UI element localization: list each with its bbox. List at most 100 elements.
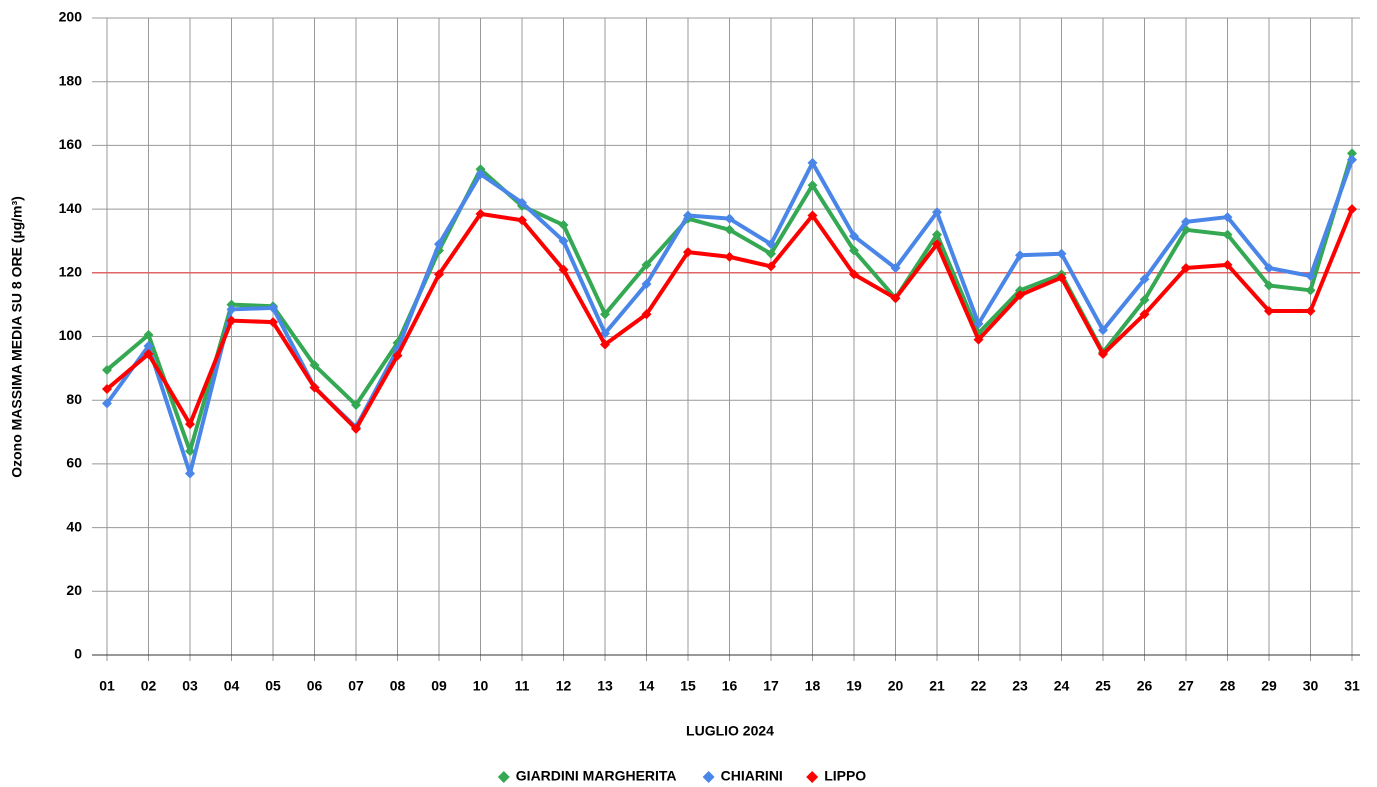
data-point [1181, 216, 1191, 227]
data-point [392, 350, 403, 361]
x-tick-label: 17 [763, 678, 779, 694]
x-tick-label: 26 [1137, 678, 1153, 694]
data-point [102, 384, 112, 395]
data-point [558, 264, 569, 275]
data-point [807, 180, 818, 191]
data-point [351, 399, 361, 410]
x-tick-label: 07 [348, 678, 364, 694]
data-point [1015, 250, 1025, 261]
x-tick-label: 31 [1344, 678, 1360, 694]
data-point [807, 210, 818, 221]
x-tick-label: 16 [722, 678, 738, 694]
data-point [102, 364, 112, 375]
data-point [558, 220, 569, 231]
data-point [475, 169, 486, 180]
data-point [226, 315, 237, 326]
data-point [1222, 229, 1233, 240]
x-tick-label: 24 [1054, 678, 1070, 694]
data-point [973, 334, 984, 345]
data-point [1222, 212, 1233, 223]
x-tick-label: 02 [141, 678, 157, 694]
data-point [641, 259, 652, 270]
x-tick-label: 04 [224, 678, 240, 694]
data-point [185, 419, 195, 430]
data-point [1305, 285, 1316, 296]
x-tick-label: 22 [971, 678, 987, 694]
data-point [143, 341, 154, 352]
data-point [1056, 272, 1067, 283]
data-point [558, 235, 569, 246]
data-point [309, 360, 320, 371]
legend-label: LIPPO [824, 768, 866, 784]
data-point [766, 239, 776, 250]
data-point [683, 247, 693, 258]
x-tick-label: 15 [680, 678, 696, 694]
data-point [724, 224, 735, 235]
y-tick-label: 180 [59, 72, 83, 88]
x-tick-label: 21 [929, 678, 945, 694]
y-tick-label: 20 [66, 582, 82, 598]
data-point [434, 239, 444, 250]
legend-label: CHIARINI [721, 768, 783, 784]
y-tick-label: 200 [59, 9, 83, 25]
data-point [932, 239, 942, 250]
data-point [600, 339, 610, 350]
data-point [683, 210, 693, 221]
y-tick-label: 0 [74, 646, 82, 662]
x-tick-label: 12 [556, 678, 572, 694]
data-point [849, 269, 859, 280]
data-point [724, 251, 735, 262]
x-tick-label: 20 [888, 678, 904, 694]
data-point [641, 278, 652, 289]
data-point [766, 248, 776, 259]
x-tick-label: 06 [307, 678, 323, 694]
data-point [807, 157, 818, 168]
data-point [1222, 259, 1233, 270]
data-point [600, 309, 610, 320]
x-tick-label: 13 [597, 678, 613, 694]
data-point [849, 231, 859, 242]
x-tick-label: 18 [805, 678, 821, 694]
data-point [1139, 309, 1150, 320]
legend-marker [806, 771, 819, 783]
x-tick-label: 23 [1012, 678, 1028, 694]
data-point [1015, 290, 1025, 301]
x-tick-label: 05 [265, 678, 281, 694]
data-point [1181, 263, 1191, 274]
x-tick-label: 29 [1261, 678, 1277, 694]
data-point [1098, 325, 1108, 336]
data-point [475, 208, 486, 219]
data-point [1264, 306, 1274, 317]
data-point [434, 269, 444, 280]
legend-marker [702, 771, 715, 783]
data-point [517, 197, 527, 208]
data-point [268, 302, 278, 313]
x-axis-title: LUGLIO 2024 [686, 723, 774, 739]
data-point [1056, 248, 1067, 259]
legend-marker [497, 771, 510, 783]
data-point [1305, 270, 1316, 281]
data-point [766, 261, 776, 272]
data-point [1098, 349, 1108, 360]
data-point [890, 263, 901, 274]
x-tick-label: 10 [473, 678, 489, 694]
data-point [1347, 154, 1357, 165]
data-point [309, 382, 320, 393]
data-point [724, 213, 735, 224]
x-tick-label: 30 [1303, 678, 1319, 694]
x-tick-label: 01 [99, 678, 115, 694]
x-tick-label: 25 [1095, 678, 1111, 694]
data-point [890, 293, 901, 304]
data-point [849, 245, 859, 256]
data-point [600, 328, 610, 339]
data-point [641, 309, 652, 320]
data-point [1347, 148, 1357, 159]
data-point [1264, 263, 1274, 274]
data-point [102, 398, 112, 409]
data-point [185, 468, 195, 479]
data-point [932, 229, 942, 240]
data-point [517, 215, 527, 226]
x-tick-label: 09 [431, 678, 447, 694]
legend-label: GIARDINI MARGHERITA [516, 768, 677, 784]
y-tick-label: 160 [59, 136, 83, 152]
